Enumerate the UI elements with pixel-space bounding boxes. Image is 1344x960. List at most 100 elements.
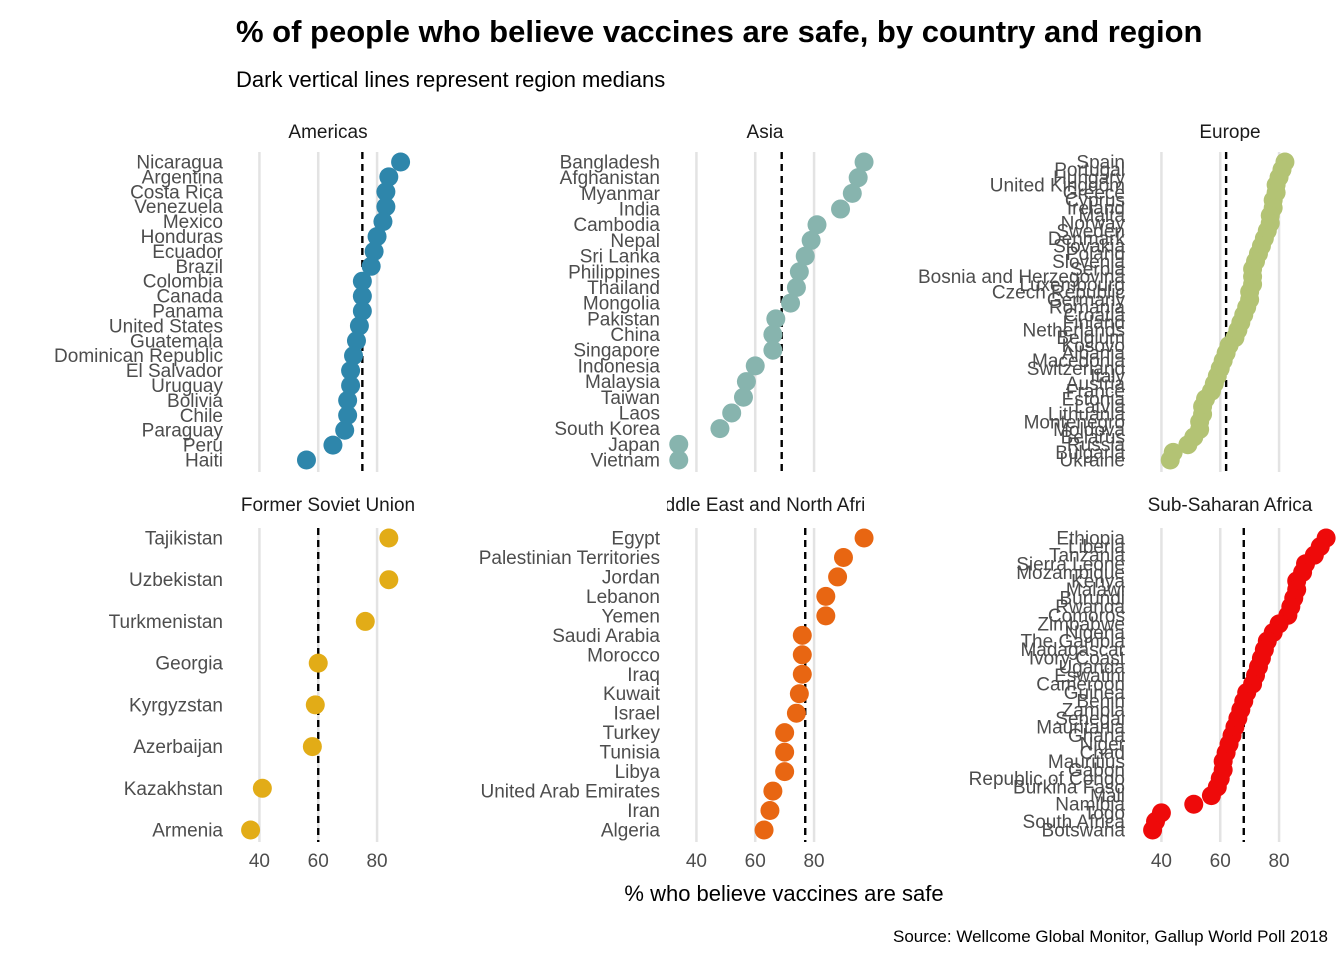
country-label: Hungary: [1053, 168, 1125, 189]
country-label: Bangladesh: [560, 153, 660, 174]
country-label: Slovenia: [1052, 252, 1125, 273]
country-label: Argentina: [142, 167, 224, 188]
data-point: [801, 230, 821, 250]
country-label: Czech Republic: [992, 282, 1125, 303]
chart-title: % of people who believe vaccines are saf…: [236, 14, 1202, 49]
data-point: [789, 684, 809, 704]
x-tick-label: 40: [249, 851, 270, 872]
country-label: Kosovo: [1062, 336, 1125, 357]
country-label: United Kingdom: [990, 175, 1125, 196]
country-label: Estonia: [1062, 389, 1126, 410]
country-label: Chile: [180, 406, 223, 427]
data-point: [766, 309, 786, 329]
country-label: Greece: [1063, 183, 1125, 204]
data-point: [816, 586, 836, 606]
data-point: [854, 152, 874, 172]
country-label: Togo: [1084, 803, 1125, 824]
panel-title: Sub-Saharan Africa: [1148, 495, 1313, 516]
data-point: [379, 167, 399, 187]
data-point: [763, 781, 783, 801]
panel-title: Former Soviet Union: [241, 495, 415, 516]
data-point: [789, 262, 809, 282]
country-label: Gabon: [1068, 760, 1125, 781]
data-point: [305, 695, 325, 715]
country-label: Pakistan: [587, 309, 660, 330]
x-tick-label: 60: [1210, 851, 1231, 872]
country-label: Nigeria: [1065, 623, 1126, 644]
data-point: [781, 293, 801, 313]
country-label: Lithuania: [1048, 405, 1126, 426]
country-label: Guatemala: [130, 331, 223, 352]
country-label: Zimbabwe: [1037, 614, 1125, 635]
country-label: Philippines: [568, 262, 660, 283]
country-label: Liberia: [1068, 537, 1125, 558]
country-label: Egypt: [611, 529, 660, 550]
country-label: The Gambia: [1020, 632, 1125, 653]
country-label: Tajikistan: [145, 529, 223, 550]
data-point: [302, 737, 322, 757]
data-point: [792, 645, 812, 665]
data-point: [1201, 786, 1221, 806]
country-label: South Africa: [1023, 812, 1126, 833]
data-point: [361, 256, 381, 276]
data-point: [775, 742, 795, 762]
data-point: [338, 405, 358, 425]
data-point: [341, 361, 361, 381]
country-label: Poland: [1066, 244, 1125, 265]
country-label: Mozambique: [1016, 563, 1125, 584]
data-point: [323, 435, 343, 455]
country-label: Palestinian Territories: [479, 548, 660, 569]
country-label: Russia: [1067, 435, 1126, 456]
country-label: South Korea: [554, 419, 660, 440]
data-point: [1143, 820, 1163, 840]
data-point: [1160, 450, 1180, 470]
country-label: Ireland: [1067, 198, 1125, 219]
data-point: [352, 301, 372, 321]
data-point: [710, 419, 730, 439]
country-label: Turkmenistan: [109, 612, 223, 633]
data-point: [308, 653, 328, 673]
data-point: [775, 762, 795, 782]
country-label: Malawi: [1066, 580, 1125, 601]
data-point: [669, 434, 689, 454]
country-label: Haiti: [185, 451, 223, 472]
data-point: [745, 356, 765, 376]
data-point: [786, 703, 806, 723]
country-label: Peru: [183, 436, 223, 457]
data-point: [376, 182, 396, 202]
country-label: Malta: [1079, 206, 1126, 227]
country-label: Yemen: [602, 606, 660, 627]
country-label: Ivory Coast: [1029, 649, 1126, 670]
country-label: Kuwait: [603, 684, 661, 705]
data-point: [816, 606, 836, 626]
panel-title: Asia: [747, 122, 784, 143]
country-label: Romania: [1049, 298, 1125, 319]
data-point: [763, 325, 783, 345]
country-label: Nicaragua: [136, 153, 223, 174]
data-point: [831, 199, 851, 219]
country-label: Iraq: [627, 665, 660, 686]
data-point: [854, 528, 874, 548]
country-label: Mexico: [163, 212, 223, 233]
country-label: Uruguay: [151, 376, 223, 397]
country-label: Republic of Congo: [969, 769, 1125, 790]
country-label: China: [610, 325, 660, 346]
data-point: [775, 723, 795, 743]
data-point: [352, 271, 372, 291]
data-point: [736, 372, 756, 392]
country-label: Sweden: [1056, 221, 1125, 242]
country-label: Nepal: [610, 231, 660, 252]
data-point: [364, 241, 384, 261]
data-point: [376, 197, 396, 217]
country-label: Georgia: [155, 654, 223, 675]
country-label: Senegal: [1055, 709, 1125, 730]
x-tick-label: 40: [1151, 851, 1172, 872]
country-label: Macedonia: [1032, 351, 1125, 372]
country-label: Botswana: [1042, 821, 1126, 842]
country-label: Eswatini: [1054, 666, 1125, 687]
country-label: Myanmar: [581, 184, 661, 205]
data-point: [241, 820, 261, 840]
country-label: Japan: [608, 435, 660, 456]
